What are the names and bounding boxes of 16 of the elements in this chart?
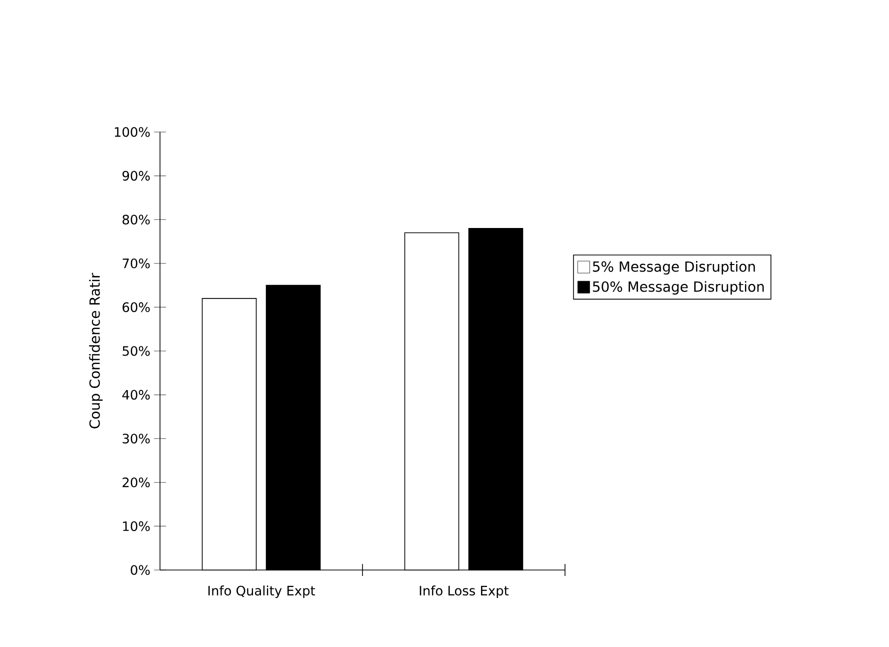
y-tick-label: 100% xyxy=(114,127,150,137)
legend-label: 5% Message Disruption xyxy=(592,261,755,275)
y-tick-label: 60% xyxy=(122,302,150,312)
y-tick-label: 30% xyxy=(122,434,150,444)
legend-label: 50% Message Disruption xyxy=(592,281,764,295)
y-tick-label: 20% xyxy=(122,478,150,488)
y-axis-title: Coup Confidence Ratir xyxy=(89,272,103,428)
y-tick-label: 90% xyxy=(122,170,150,181)
x-tick-label: Info Quality Expt xyxy=(208,586,316,598)
y-tick-label: 80% xyxy=(122,214,150,224)
y-tick-label: 0% xyxy=(130,565,150,575)
y-tick-label: 40% xyxy=(122,390,150,400)
y-tick-label: 10% xyxy=(123,521,150,532)
y-tick-label: 50% xyxy=(122,346,150,356)
x-tick-label: Info Loss Expt xyxy=(420,586,509,598)
y-tick-label: 70% xyxy=(122,258,150,268)
